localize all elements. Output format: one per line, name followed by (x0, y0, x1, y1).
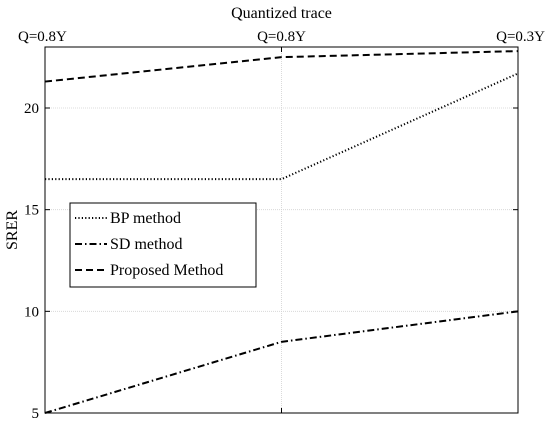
legend-label: Proposed Method (110, 262, 223, 279)
top-tick-label: Q=0.8Y (257, 29, 306, 45)
top-tick-label: Q=0.8Y (18, 29, 67, 45)
legend-label: SD method (110, 236, 182, 253)
y-tick-label: 15 (24, 203, 39, 219)
y-tick-label: 5 (32, 406, 40, 422)
y-tick-label: 10 (24, 304, 39, 320)
series-line-1 (45, 72, 519, 181)
ticks: 5 10 15 20 Q=0.8Y Q=0.8Y Q=0.3Y (18, 29, 545, 422)
series-line-3 (44, 50, 519, 83)
legend: BP method SD method Proposed Method (69, 202, 257, 288)
legend-items: BP method SD method Proposed Method (75, 210, 223, 279)
series-lines (44, 50, 519, 414)
chart-title: Quantized trace (231, 5, 332, 22)
top-tick-label: Q=0.3Y (496, 29, 545, 45)
series-line-2 (44, 310, 519, 414)
y-axis-label: SRER (4, 210, 21, 250)
y-tick-label: 20 (24, 101, 39, 117)
legend-label: BP method (110, 210, 181, 227)
